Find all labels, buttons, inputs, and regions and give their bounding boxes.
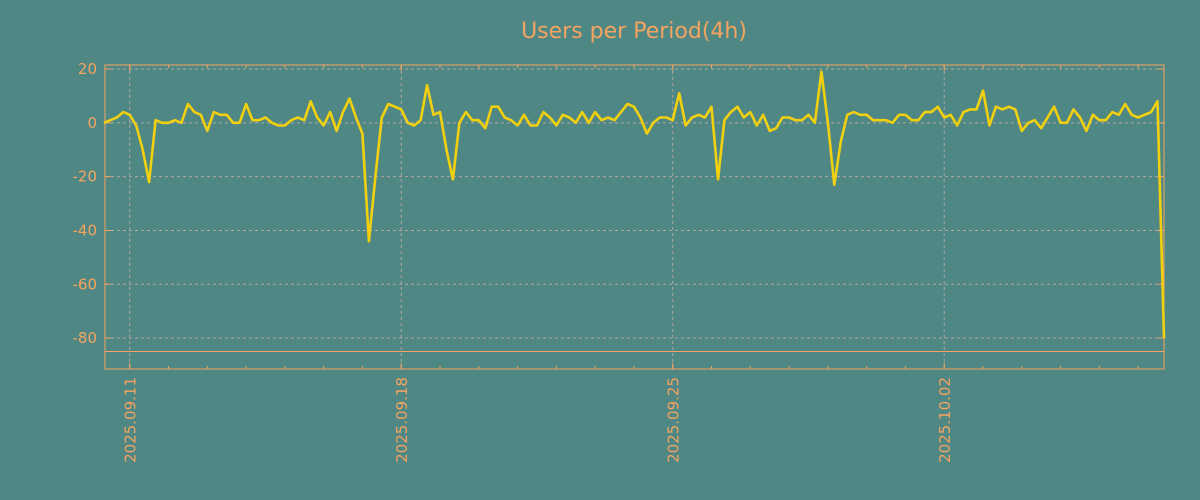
- y-tick-label: -20: [73, 168, 98, 186]
- chart-title: Users per Period(4h): [521, 19, 747, 44]
- grid: [105, 65, 1164, 369]
- tick-labels: 20 0 -20 -40 -60 -80 2025.09.11 2025.09.18 2025.…: [73, 60, 955, 463]
- y-tick-label: -40: [73, 221, 98, 239]
- series-line-users: [103, 70, 1166, 339]
- y-tick-label: 0: [87, 114, 97, 132]
- y-tick-label: -80: [73, 329, 98, 347]
- x-tick-label: 2025.09.11: [122, 377, 140, 463]
- plot-frame: [104, 64, 1165, 370]
- axes: [104, 64, 1165, 370]
- series: [103, 70, 1166, 339]
- y-tick-label: -60: [73, 275, 98, 293]
- x-tick-label: 2025.09.18: [393, 377, 411, 463]
- x-tick-label: 2025.10.02: [936, 377, 954, 463]
- y-tick-label: 20: [78, 60, 97, 78]
- x-tick-label: 2025.09.25: [665, 377, 683, 463]
